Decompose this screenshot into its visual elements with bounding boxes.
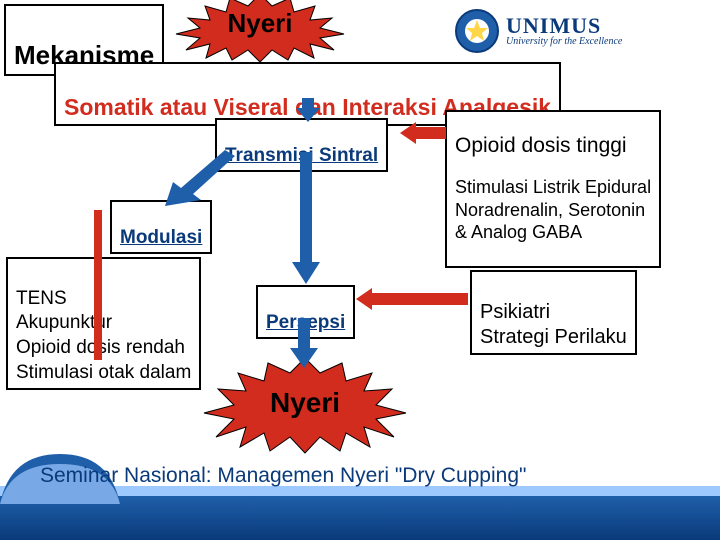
modulasi-label: Modulasi [120,227,202,248]
opioid-high-sub: Stimulasi Listrik Epidural Noradrenalin,… [455,176,651,244]
footer-text: Seminar Nasional: Managemen Nyeri "Dry C… [40,464,526,488]
arrow-transmisi-persepsi [292,152,320,284]
logo-area: UNIMUS University for the Excellence [454,6,714,56]
arrow-subtitle-transmisi [296,98,320,122]
arrow-psikiatri-persepsi [356,288,468,310]
tens-box: TENS Akupunktur Opioid dosis rendah Stim… [6,257,201,390]
nyeri-top-label: Nyeri [170,8,350,39]
logo-text: UNIMUS [506,15,622,37]
opioid-high-box: Opioid dosis tinggi Stimulasi Listrik Ep… [445,110,661,268]
logo-subtext: University for the Excellence [506,37,622,47]
arrow-transmisi-modulasi [165,150,235,206]
tens-label: TENS Akupunktur Opioid dosis rendah Stim… [16,288,191,383]
nyeri-top-starburst: Nyeri [170,0,350,62]
nyeri-bottom-starburst: Nyeri [200,355,410,455]
arrow-opioid-transmisi [400,122,446,144]
logo-emblem-icon [454,8,500,54]
opioid-high-title: Opioid dosis tinggi [455,134,651,158]
modulasi-redline [94,210,102,360]
psikiatri-label: Psikiatri Strategi Perilaku [480,301,627,348]
modulasi-box: Modulasi [110,200,212,254]
nyeri-bottom-label: Nyeri [200,387,410,419]
arrow-persepsi-nyeri [290,318,318,368]
psikiatri-box: Psikiatri Strategi Perilaku [470,270,637,355]
